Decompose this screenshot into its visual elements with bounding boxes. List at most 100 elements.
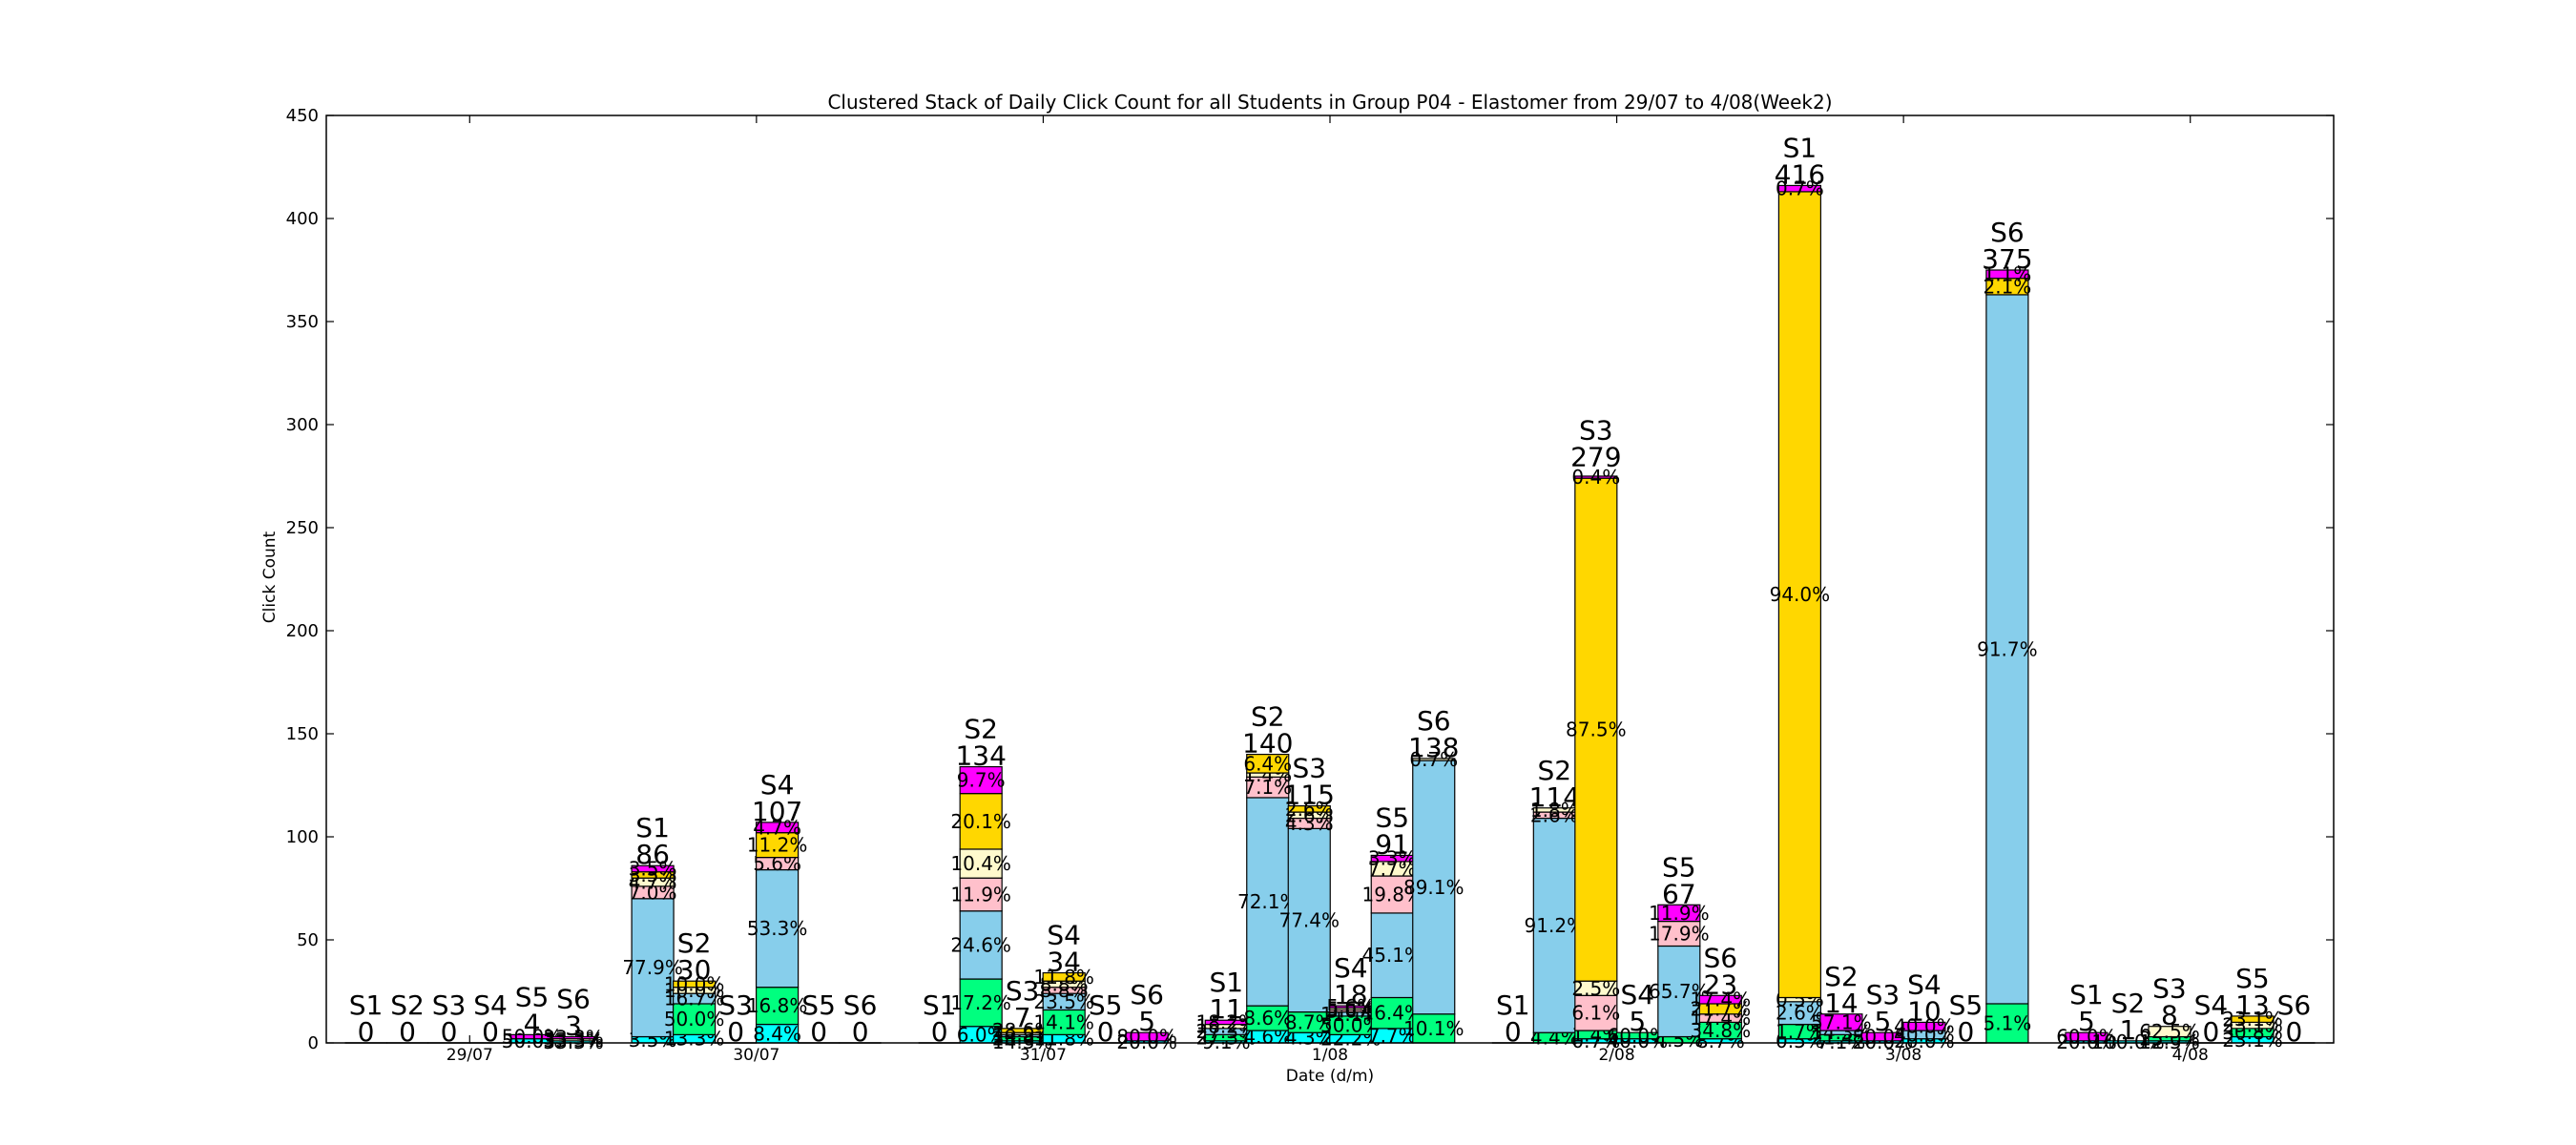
bar-total-label: 0	[1505, 1016, 1522, 1048]
bar-total-label: 3	[565, 1010, 582, 1042]
bar-segment	[959, 910, 1003, 980]
segment-percent-label: 33.3%	[543, 1030, 604, 1053]
bar-segment	[1657, 920, 1701, 947]
bar-total-label: 23	[1704, 968, 1738, 1000]
bar-total-label: 114	[1529, 781, 1580, 813]
bar-student-label: S5	[2235, 963, 2270, 994]
bar-segment	[1532, 817, 1576, 1033]
bar-segment	[1777, 184, 1821, 193]
bar-student-label: S1	[923, 989, 957, 1021]
bar-total-label: 0	[399, 1016, 416, 1048]
bar-student-label: S5	[1089, 989, 1123, 1021]
bar-student-label: S3	[1006, 975, 1040, 1007]
bar-student-label: S5	[801, 989, 836, 1021]
bar-total-label: 115	[1284, 780, 1335, 811]
y-tick-label: 0	[308, 1033, 319, 1053]
x-tick-label: 3/08	[1885, 1046, 1922, 1065]
bar-total-label: 0	[482, 1016, 499, 1048]
bar-segment	[1287, 804, 1331, 813]
segment-percent-label: 11.9%	[1649, 902, 1710, 925]
segment-percent-label: 80.0%	[1116, 1026, 1177, 1049]
bar-student-label: S6	[1990, 217, 2025, 248]
bar-student-label: S1	[2069, 979, 2104, 1010]
segment-percent-label: 16.8%	[747, 994, 808, 1017]
x-tick-label: 4/08	[2172, 1046, 2209, 1065]
bar-segment	[756, 822, 800, 834]
bar-total-label: 0	[852, 1016, 869, 1048]
bar-total-label: 18	[1334, 979, 1368, 1010]
y-tick-label: 300	[286, 415, 319, 435]
x-tick-label: 30/07	[733, 1046, 779, 1065]
segment-percent-label: 6.1%	[1571, 1002, 1620, 1025]
bar-segment	[1574, 477, 1618, 982]
bar-student-label: S6	[556, 984, 591, 1015]
bar-total-label: 5	[1138, 1006, 1155, 1037]
bar-student-label: S5	[1662, 851, 1696, 883]
bar-total-label: 34	[1047, 947, 1081, 978]
segment-percent-label: 4.7%	[753, 816, 801, 839]
segment-percent-label: 0.7%	[1409, 748, 1458, 771]
segment-percent-label: 77.9%	[622, 956, 683, 979]
segment-percent-label: 6.4%	[1243, 752, 1292, 775]
segment-percent-label: 3.5%	[629, 857, 677, 880]
bar-total-label: 10	[1907, 995, 1942, 1027]
bar-segment	[1985, 269, 2029, 280]
bar-segment	[1412, 1013, 1456, 1044]
bar-total-label: 7	[1014, 1002, 1031, 1033]
segment-percent-label: 7.1%	[1243, 776, 1292, 799]
y-axis-label: Click Count	[260, 531, 280, 623]
bar-student-label: S1	[1496, 989, 1530, 1021]
segment-percent-label: 8.4%	[753, 1022, 801, 1045]
bar-segment	[673, 980, 717, 989]
y-tick-label: 100	[286, 827, 319, 847]
bar-total-label: 5	[1629, 1006, 1646, 1037]
bar-segment	[1370, 875, 1414, 914]
segment-percent-label: 14.1%	[1033, 1010, 1094, 1033]
segment-percent-label: 89.1%	[1403, 876, 1465, 899]
bar-segment	[959, 793, 1003, 850]
x-tick-label: 29/07	[447, 1046, 493, 1065]
bar-total-label: 416	[1775, 158, 1825, 190]
bar-student-label: S4	[2194, 989, 2229, 1021]
bar-segment	[959, 765, 1003, 795]
bar-student-label: S6	[1417, 705, 1451, 737]
segment-percent-label: 11.9%	[950, 883, 1011, 906]
bar-student-label: S2	[1824, 961, 1859, 992]
bar-total-label: 0	[358, 1016, 375, 1048]
segment-percent-label: 5.6%	[1326, 1000, 1375, 1023]
bar-total-label: 1	[2120, 1014, 2137, 1046]
segment-percent-label: 77.4%	[1278, 908, 1340, 931]
bar-total-label: 5	[1874, 1006, 1891, 1037]
segment-percent-label: 53.3%	[747, 917, 808, 940]
bar-student-label: S4	[1907, 968, 1942, 1000]
bar-total-label: 0	[2203, 1016, 2220, 1048]
bar-student-label: S2	[2111, 988, 2146, 1019]
segment-percent-label: 57.1%	[1811, 1010, 1872, 1033]
y-tick-label: 400	[286, 209, 319, 229]
bar-student-label: S2	[677, 927, 712, 959]
y-tick-label: 450	[286, 106, 319, 126]
bar-total-label: 0	[1097, 1016, 1114, 1048]
bar-student-label: S5	[1949, 989, 1984, 1021]
segment-percent-label: 34.8%	[1691, 1019, 1752, 1042]
segment-percent-label: 87.5%	[1566, 718, 1627, 741]
segment-percent-label: 94.0%	[1770, 583, 1831, 606]
segment-percent-label: 40.0%	[1894, 1015, 1955, 1038]
bar-total-label: 91	[1375, 828, 1409, 860]
segment-percent-label: 5.1%	[1983, 1011, 2031, 1034]
y-tick-label: 350	[286, 312, 319, 332]
segment-percent-label: 24.6%	[950, 933, 1011, 956]
segment-percent-label: 10.1%	[1403, 1017, 1465, 1040]
segment-percent-label: 2.6%	[1776, 1002, 1824, 1025]
bar-segment	[959, 848, 1003, 879]
bar-student-label: S4	[1621, 979, 1655, 1010]
segment-percent-label: 60.0%	[2056, 1026, 2117, 1049]
bar-segment	[1042, 971, 1086, 982]
bar-total-label: 138	[1408, 732, 1459, 763]
bar-total-label: 279	[1570, 441, 1621, 472]
bar-total-label: 134	[955, 740, 1006, 772]
bar-student-label: S3	[718, 989, 753, 1021]
bar-segment	[1412, 760, 1456, 1015]
x-tick-label: 2/08	[1598, 1046, 1634, 1065]
